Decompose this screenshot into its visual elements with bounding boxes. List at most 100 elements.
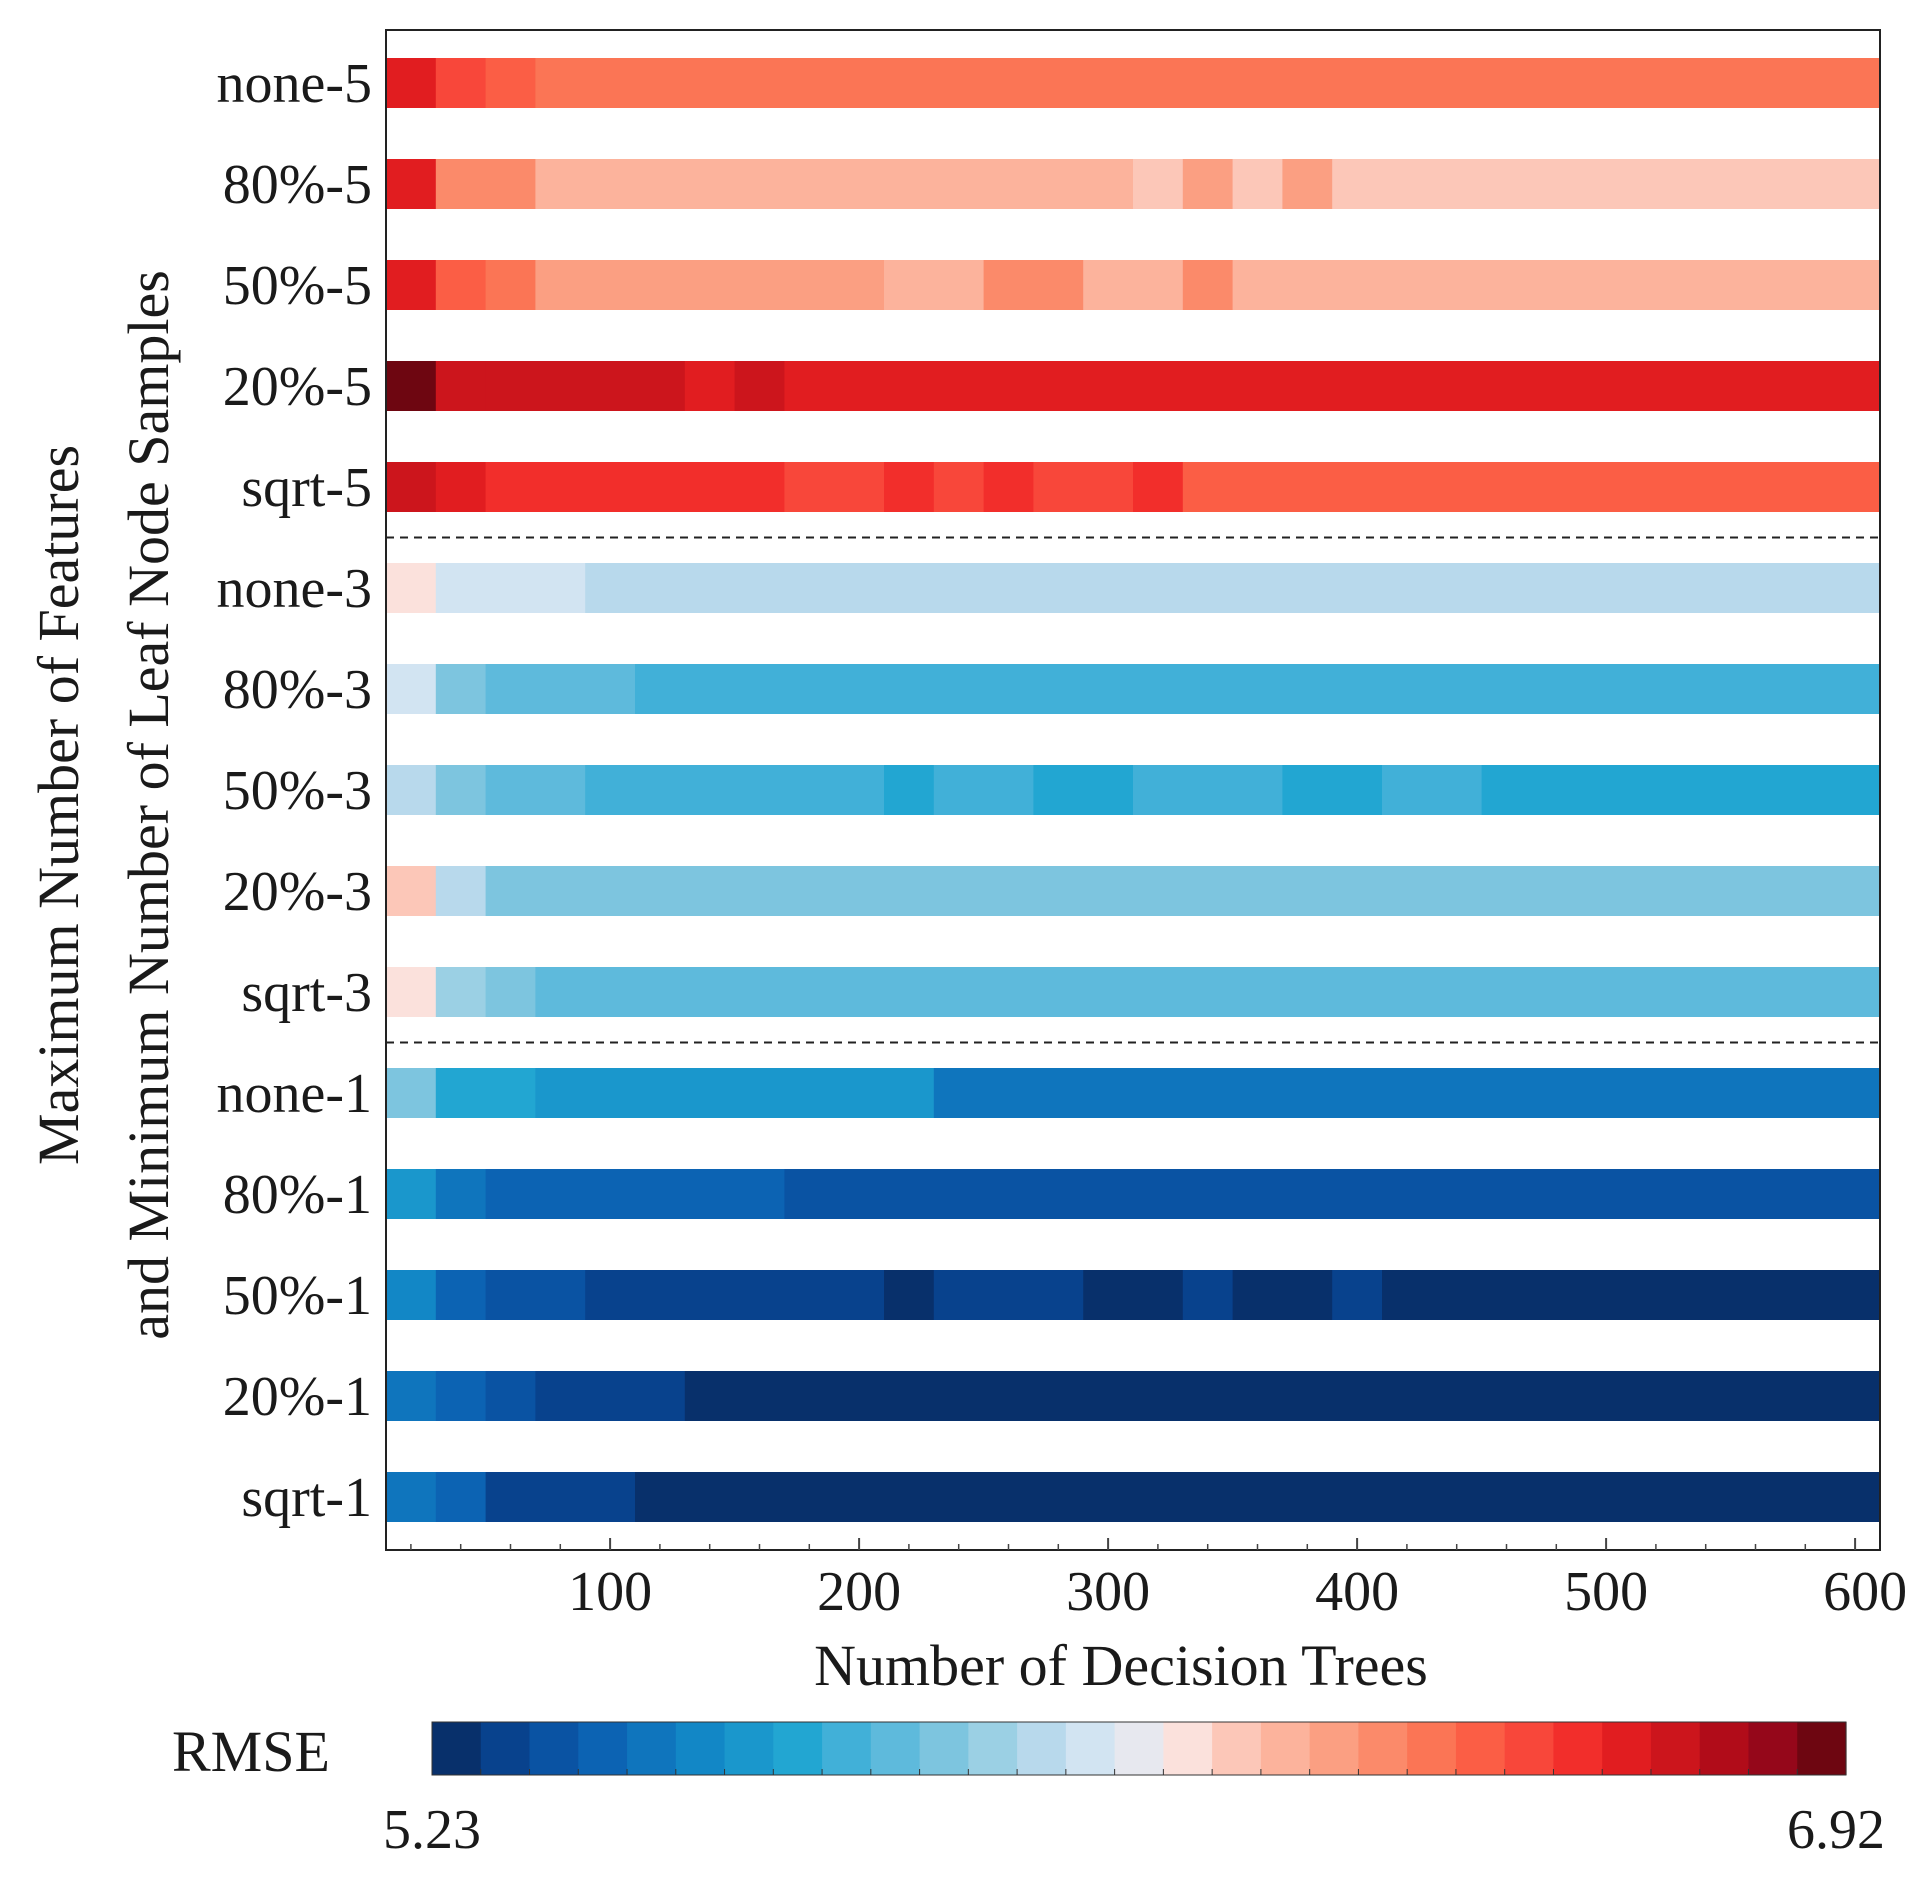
heatmap-cell-sqrt-5-4 bbox=[884, 462, 935, 512]
heatmap-cell-50%-1-6 bbox=[1083, 1270, 1184, 1320]
colorbar-swatch-1 bbox=[480, 1722, 531, 1775]
heatmap-cell-50%-5-0 bbox=[386, 260, 437, 310]
heatmap-cell-sqrt-1-3 bbox=[635, 1472, 1881, 1522]
heatmap-cell-sqrt-1-2 bbox=[485, 1472, 636, 1522]
heatmap-cell-50%-3-6 bbox=[1033, 765, 1134, 815]
row-label-20%-5: 20%-5 bbox=[223, 356, 372, 418]
heatmap-cell-50%-5-3 bbox=[535, 260, 885, 310]
heatmap-cell-50%-5-1 bbox=[435, 260, 487, 310]
heatmap-cell-none-1-3 bbox=[933, 1068, 1881, 1118]
heatmap-cell-80%-5-7 bbox=[1332, 159, 1881, 209]
x-axis-title: Number of Decision Trees bbox=[814, 1633, 1428, 1698]
colorbar-swatch-27 bbox=[1748, 1722, 1798, 1775]
heatmap-cell-50%-3-8 bbox=[1282, 765, 1383, 815]
heatmap-cell-80%-5-6 bbox=[1282, 159, 1333, 209]
heatmap-cell-20%-5-5 bbox=[784, 361, 1881, 411]
colorbar-swatch-9 bbox=[870, 1722, 921, 1775]
colorbar-swatch-8 bbox=[822, 1722, 872, 1775]
heatmap-cell-50%-5-6 bbox=[1083, 260, 1184, 310]
heatmap-cell-sqrt-3-2 bbox=[485, 967, 536, 1017]
colorbar-title: RMSE bbox=[172, 1719, 330, 1784]
heatmap-cell-none-1-2 bbox=[535, 1068, 935, 1118]
row-label-80%-3: 80%-3 bbox=[223, 659, 372, 721]
colorbar-swatch-21 bbox=[1455, 1722, 1506, 1775]
heatmap-cell-80%-3-3 bbox=[635, 664, 1881, 714]
row-label-sqrt-1: sqrt-1 bbox=[241, 1467, 372, 1529]
heatmap-cell-none-3-2 bbox=[585, 563, 1881, 613]
heatmap-cell-none-3-1 bbox=[435, 563, 586, 613]
heatmap-cell-sqrt-5-5 bbox=[933, 462, 985, 512]
heatmap-cell-80%-1-2 bbox=[485, 1169, 785, 1219]
plot-frame bbox=[385, 29, 1881, 1551]
colorbar-swatch-4 bbox=[627, 1722, 677, 1775]
colorbar-swatch-5 bbox=[675, 1722, 726, 1775]
x-tick-label-200: 200 bbox=[817, 1561, 901, 1623]
heatmap-cell-50%-3-1 bbox=[435, 765, 487, 815]
heatmap-cells bbox=[386, 58, 1881, 1522]
row-label-20%-3: 20%-3 bbox=[223, 861, 372, 923]
heatmap-cell-50%-3-5 bbox=[933, 765, 1034, 815]
group-separators bbox=[386, 536, 1880, 1044]
colorbar-swatch-28 bbox=[1797, 1722, 1847, 1775]
x-tick-label-100: 100 bbox=[568, 1561, 652, 1623]
heatmap-cell-sqrt-3-3 bbox=[535, 967, 1881, 1017]
heatmap-cell-none-5-1 bbox=[435, 58, 487, 108]
heatmap-cell-80%-1-1 bbox=[435, 1169, 487, 1219]
x-tick-label-500: 500 bbox=[1564, 1561, 1648, 1623]
heatmap-cell-20%-5-0 bbox=[386, 361, 437, 411]
row-label-50%-3: 50%-3 bbox=[223, 760, 372, 822]
heatmap-cell-20%-3-3 bbox=[635, 866, 1881, 916]
heatmap-cell-50%-5-2 bbox=[485, 260, 536, 310]
colorbar-swatch-18 bbox=[1309, 1722, 1360, 1775]
heatmap-cell-50%-5-4 bbox=[884, 260, 985, 310]
heatmap-cell-80%-3-0 bbox=[386, 664, 437, 714]
colorbar-swatch-20 bbox=[1407, 1722, 1457, 1775]
heatmap-cell-80%-5-0 bbox=[386, 159, 437, 209]
colorbar-swatch-0 bbox=[432, 1722, 482, 1775]
row-label-sqrt-5: sqrt-5 bbox=[241, 457, 372, 519]
heatmap-cell-none-3-0 bbox=[386, 563, 437, 613]
row-label-50%-1: 50%-1 bbox=[223, 1265, 372, 1327]
y-axis-title-line-1: Maximum Number of Features bbox=[26, 445, 91, 1165]
row-label-80%-5: 80%-5 bbox=[223, 154, 372, 216]
colorbar bbox=[431, 1721, 1847, 1776]
heatmap-cell-50%-1-2 bbox=[485, 1270, 586, 1320]
heatmap-cell-50%-3-2 bbox=[485, 765, 586, 815]
heatmap-cell-50%-1-8 bbox=[1232, 1270, 1333, 1320]
heatmap-cell-50%-3-10 bbox=[1481, 765, 1881, 815]
heatmap-cell-none-5-2 bbox=[485, 58, 536, 108]
colorbar-swatch-3 bbox=[578, 1722, 628, 1775]
heatmap-cell-20%-1-0 bbox=[386, 1371, 437, 1421]
heatmap-cell-sqrt-5-2 bbox=[485, 462, 785, 512]
colorbar-swatch-7 bbox=[773, 1722, 823, 1775]
heatmap-cell-sqrt-3-0 bbox=[386, 967, 437, 1017]
heatmap-cell-sqrt-1-1 bbox=[435, 1472, 487, 1522]
heatmap-cell-20%-3-0 bbox=[386, 866, 437, 916]
heatmap-cell-80%-5-4 bbox=[1182, 159, 1234, 209]
heatmap-cell-50%-1-5 bbox=[933, 1270, 1084, 1320]
heatmap-cell-50%-1-0 bbox=[386, 1270, 437, 1320]
x-axis: 100 200 300 400 500 600 bbox=[410, 1538, 1907, 1623]
heatmap-cell-20%-5-1 bbox=[435, 361, 487, 411]
heatmap-cell-50%-1-7 bbox=[1182, 1270, 1234, 1320]
row-label-none-1: none-1 bbox=[216, 1063, 372, 1125]
heatmap-cell-50%-3-4 bbox=[884, 765, 935, 815]
heatmap-cell-50%-5-7 bbox=[1182, 260, 1234, 310]
colorbar-swatch-19 bbox=[1358, 1722, 1408, 1775]
heatmap-cell-80%-1-0 bbox=[386, 1169, 437, 1219]
colorbar-min-label: 5.23 bbox=[383, 1799, 481, 1861]
colorbar-max-label: 6.92 bbox=[1787, 1799, 1885, 1861]
heatmap-cell-sqrt-5-6 bbox=[983, 462, 1034, 512]
heatmap-cell-50%-3-7 bbox=[1133, 765, 1283, 815]
heatmap-cell-sqrt-1-0 bbox=[386, 1472, 437, 1522]
heatmap-cell-sqrt-5-9 bbox=[1182, 462, 1881, 512]
row-label-none-3: none-3 bbox=[216, 558, 372, 620]
heatmap-cell-50%-1-1 bbox=[435, 1270, 487, 1320]
heatmap-cell-sqrt-5-0 bbox=[386, 462, 437, 512]
heatmap-cell-20%-5-4 bbox=[734, 361, 785, 411]
heatmap-cell-sqrt-5-3 bbox=[784, 462, 885, 512]
heatmap-cell-50%-5-8 bbox=[1232, 260, 1881, 310]
heatmap-cell-20%-1-3 bbox=[535, 1371, 686, 1421]
colorbar-swatch-12 bbox=[1017, 1722, 1067, 1775]
heatmap-cell-sqrt-3-1 bbox=[435, 967, 487, 1017]
